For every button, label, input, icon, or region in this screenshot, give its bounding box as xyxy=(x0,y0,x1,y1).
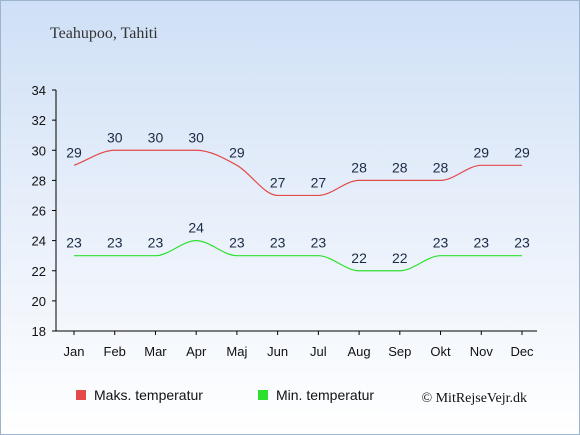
x-tick-label: Aug xyxy=(348,344,371,359)
y-tick-label: 32 xyxy=(32,113,46,128)
x-tick-label: Nov xyxy=(470,344,494,359)
y-tick-label: 20 xyxy=(32,294,46,309)
data-label-max: 28 xyxy=(351,159,367,175)
x-tick-label: Feb xyxy=(104,344,126,359)
credit: © MitRejseVejr.dk xyxy=(421,391,527,406)
data-label-min: 23 xyxy=(514,235,530,251)
legend-swatch-min xyxy=(258,390,268,400)
data-label-max: 28 xyxy=(392,159,408,175)
x-ticks: Jan Feb Mar Apr Maj Jun Jul Aug Sep Okt Nov Dec xyxy=(64,331,534,359)
data-label-min: 22 xyxy=(351,250,367,266)
data-label-min: 23 xyxy=(107,235,123,251)
x-tick-label: Jun xyxy=(267,344,288,359)
data-label-max: 27 xyxy=(311,174,327,190)
y-tick-label: 24 xyxy=(32,234,46,249)
legend-label-max: Maks. temperatur xyxy=(94,387,203,403)
data-label-max: 27 xyxy=(270,174,286,190)
data-label-min: 23 xyxy=(433,235,449,251)
x-tick-label: Jul xyxy=(310,344,327,359)
x-tick-label: Mar xyxy=(144,344,167,359)
y-tick-label: 22 xyxy=(32,264,46,279)
data-label-min: 23 xyxy=(148,235,164,251)
x-tick-label: Maj xyxy=(226,344,247,359)
data-label-max: 29 xyxy=(473,144,489,160)
x-tick-label: Sep xyxy=(388,344,411,359)
data-label-max: 29 xyxy=(66,144,82,160)
x-tick-label: Dec xyxy=(510,344,534,359)
series-line-max xyxy=(73,149,522,197)
series-line-min xyxy=(74,240,522,272)
x-tick-label: Jan xyxy=(64,344,85,359)
data-label-max: 30 xyxy=(148,129,164,145)
x-tick-label: Okt xyxy=(430,344,451,359)
data-label-min: 23 xyxy=(270,235,286,251)
legend-swatch-max xyxy=(76,390,86,400)
y-ticks: 18 20 22 24 26 28 30 32 34 xyxy=(32,83,56,339)
y-tick-label: 34 xyxy=(32,83,46,98)
data-label-max: 28 xyxy=(433,159,449,175)
y-tick-label: 26 xyxy=(32,204,46,219)
series-lines xyxy=(73,149,522,272)
data-label-max: 30 xyxy=(188,129,204,145)
data-label-min: 24 xyxy=(188,220,204,236)
data-label-max: 29 xyxy=(229,144,245,160)
y-tick-label: 18 xyxy=(32,324,46,339)
chart-title: Teahupoo, Tahiti xyxy=(50,25,158,42)
data-label-min: 23 xyxy=(311,235,327,251)
y-tick-label: 30 xyxy=(32,143,46,158)
data-label-min: 23 xyxy=(229,235,245,251)
legend-label-min: Min. temperatur xyxy=(276,387,374,403)
data-label-min: 22 xyxy=(392,250,408,266)
data-label-min: 23 xyxy=(66,235,82,251)
data-label-max: 29 xyxy=(514,144,530,160)
data-labels: 29 30 30 30 29 27 27 28 28 28 29 29 23 23 23 24 23 23 23 22… xyxy=(66,129,530,266)
y-tick-label: 28 xyxy=(32,173,46,188)
data-label-min: 23 xyxy=(473,235,489,251)
x-tick-label: Apr xyxy=(186,344,207,359)
data-label-max: 30 xyxy=(107,129,123,145)
